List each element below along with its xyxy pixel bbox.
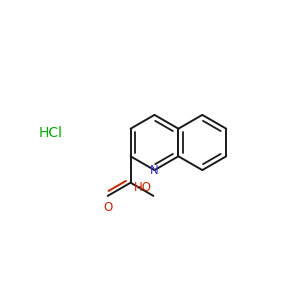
- Text: HCl: HCl: [39, 127, 63, 140]
- Text: N: N: [150, 164, 159, 177]
- Text: HO: HO: [134, 182, 152, 194]
- Text: O: O: [103, 201, 112, 214]
